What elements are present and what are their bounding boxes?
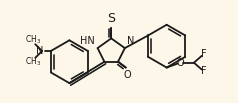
Text: HN: HN bbox=[80, 36, 95, 46]
Text: CH$_3$: CH$_3$ bbox=[25, 34, 41, 46]
Text: F: F bbox=[201, 49, 207, 59]
Text: N: N bbox=[36, 46, 43, 56]
Text: F: F bbox=[201, 66, 207, 76]
Text: S: S bbox=[107, 12, 115, 25]
Text: N: N bbox=[127, 36, 134, 46]
Text: O: O bbox=[124, 70, 132, 80]
Text: O: O bbox=[177, 58, 184, 68]
Text: CH$_3$: CH$_3$ bbox=[25, 56, 41, 68]
